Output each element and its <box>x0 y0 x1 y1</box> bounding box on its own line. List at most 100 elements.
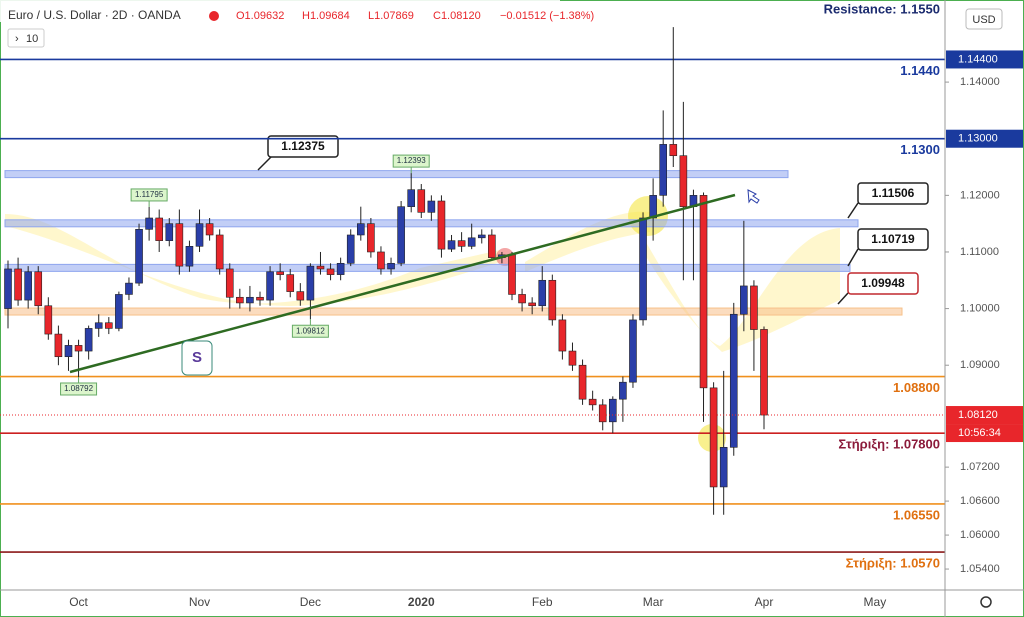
candle-body <box>165 223 174 241</box>
ohlc: O1.09632 H1.09684 L1.07869 C1.08120 −0.01512… <box>236 10 594 22</box>
pivot-box <box>130 188 168 202</box>
candle-body <box>407 189 416 207</box>
candle-body <box>155 217 163 241</box>
x-tick-label: Oct <box>69 595 88 609</box>
candle-body <box>34 271 43 307</box>
candle-body <box>750 285 758 330</box>
candle-body <box>4 268 12 309</box>
x-tick-label: Nov <box>189 595 210 609</box>
price-tag <box>946 406 1023 425</box>
y-tick-label: 1.10000 <box>960 302 1000 314</box>
countdown: 10:56:34 <box>958 427 1001 439</box>
candle-body <box>377 251 385 270</box>
y-tick-label: 1.11000 <box>960 246 999 258</box>
candle-body <box>346 234 355 264</box>
marker-box <box>181 340 213 376</box>
price-tag-label: 1.14400 <box>958 53 998 65</box>
candle-body <box>225 268 234 298</box>
y-tick-label: 1.09000 <box>960 359 1000 371</box>
status-dot <box>209 11 219 21</box>
x-tick-label: 2020 <box>408 595 435 609</box>
candle-body <box>760 329 768 416</box>
candle-body <box>598 404 607 423</box>
ohlc-value: −0.01512 (−1.38%) <box>500 10 594 22</box>
candle-body <box>316 265 325 270</box>
x-tick-label: May <box>864 595 887 609</box>
callout-pointer <box>257 155 273 171</box>
candle-body <box>437 200 446 250</box>
x-tick-label: Feb <box>532 595 553 609</box>
settings-icon[interactable] <box>980 596 992 608</box>
candle-body <box>326 268 335 275</box>
pivot-box <box>60 382 98 396</box>
candle-body <box>578 364 587 400</box>
candle-body <box>195 223 204 247</box>
candle-body <box>185 246 194 267</box>
ohlc-value: O1.09632 <box>236 10 284 22</box>
candle-body <box>397 206 405 264</box>
candle-body <box>306 265 315 301</box>
callout-label: 1.10719 <box>871 232 915 246</box>
level-label: 1.1300 <box>900 142 940 157</box>
highlight <box>628 196 668 236</box>
candle-body <box>740 285 748 315</box>
candle-body <box>125 282 133 295</box>
candle-body <box>639 217 647 321</box>
interval-value: 10 <box>26 33 38 45</box>
callout-box <box>857 182 929 205</box>
interval-box[interactable] <box>7 28 45 48</box>
candle-body <box>74 345 83 352</box>
candle-body <box>659 144 668 196</box>
candle-body <box>387 262 395 270</box>
zone <box>4 263 851 272</box>
candle-body <box>709 387 718 488</box>
currency: USD <box>972 14 995 26</box>
candle-body <box>457 240 466 247</box>
candle-body <box>729 313 738 448</box>
countdown-box <box>946 424 1023 443</box>
candle-body <box>115 294 123 329</box>
level-label: Στήριξη: 1.07800 <box>838 437 940 452</box>
candle-body <box>236 296 244 304</box>
candle-body <box>64 345 73 358</box>
candle-body <box>175 223 184 267</box>
candle-body <box>619 381 627 400</box>
cursor <box>747 189 760 204</box>
candle-body <box>679 155 688 207</box>
price-tag-label: 1.08120 <box>958 409 998 421</box>
candle-body <box>336 262 345 275</box>
callout-pointer <box>847 248 859 267</box>
price-tag <box>946 50 1023 69</box>
candle-body <box>558 319 567 352</box>
candle-body <box>266 271 274 301</box>
pivot-box <box>392 154 430 168</box>
callout-box <box>857 228 929 251</box>
zone <box>4 307 903 316</box>
ohlc-value: L1.07869 <box>368 10 414 22</box>
candle-body <box>528 302 536 307</box>
candle-body <box>568 350 577 366</box>
level-label: Στήριξη: 1.0570 <box>846 556 940 571</box>
x-tick-label: Apr <box>755 595 774 609</box>
callout-label: 1.12375 <box>281 139 325 153</box>
candle-body <box>427 200 436 213</box>
candle-body <box>649 195 657 219</box>
candle-body <box>588 398 597 406</box>
callout-box <box>847 272 919 295</box>
trend-line <box>69 193 736 374</box>
callout-pointer <box>837 292 849 305</box>
candle-body <box>518 294 526 304</box>
candle-body <box>94 322 103 329</box>
candle-body <box>296 291 305 301</box>
candle-body <box>105 322 113 329</box>
pivot-label: 1.08792 <box>64 384 93 393</box>
candle-body <box>44 305 53 335</box>
level-label: 1.08800 <box>893 380 940 395</box>
y-tick-label: 1.06000 <box>960 529 1000 541</box>
currency-box[interactable] <box>965 8 1003 30</box>
candle-body <box>215 234 224 270</box>
x-tick-label: Mar <box>643 595 664 609</box>
pivot-label: 1.09812 <box>296 326 325 335</box>
candle-body <box>24 271 32 301</box>
candle-body <box>356 223 365 236</box>
